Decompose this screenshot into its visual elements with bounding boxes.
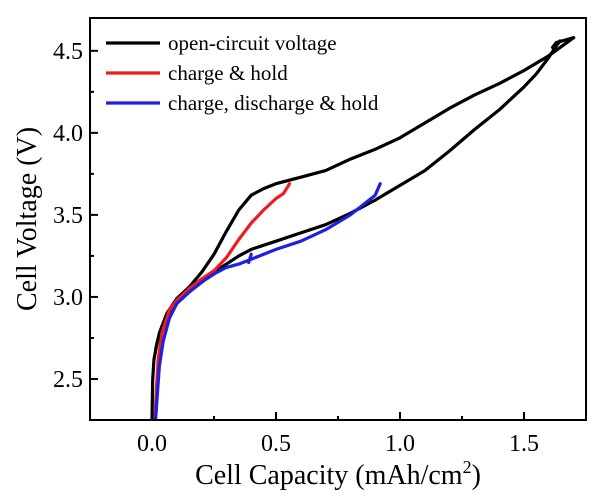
legend-label: open-circuit voltage [168,31,337,55]
x-axis-title: Cell Capacity (mAh/cm2) [195,457,481,491]
series-2 [153,182,292,420]
y-tick-label: 4.5 [53,39,83,65]
series-layer [150,36,576,420]
y-tick-label: 3.5 [53,203,83,229]
ticks-layer: 0.0 0.5 1.0 1.5 2.5 3.0 3.5 4.0 4.5 [53,39,587,457]
x-axis-title-superscript: 2 [463,457,472,477]
x-tick-label: 1.0 [385,431,415,457]
y-axis-title: Cell Voltage (V) [12,127,43,311]
series-3 [154,182,382,420]
series-3-line-2 [247,252,253,265]
y-tick-label: 2.5 [53,367,83,393]
legend-entry-1: open-circuit voltage [106,31,337,55]
legend-entry-2: charge & hold [106,61,288,85]
series-3-line-1 [154,182,382,420]
x-axis-title-main: Cell Capacity (mAh/cm [195,460,463,491]
legend-entry-3: charge, discharge & hold [106,91,379,115]
x-axis-title-end: ) [472,460,481,491]
legend-label: charge, discharge & hold [168,91,379,115]
legend: open-circuit voltage charge & hold charge,… [106,31,379,115]
series-2-line-1 [153,182,292,420]
y-tick-label: 4.0 [53,121,83,147]
y-tick-label: 3.0 [53,285,83,311]
legend-label: charge & hold [168,61,288,85]
x-tick-label: 0.0 [137,431,167,457]
x-tick-label: 1.5 [509,431,539,457]
x-tick-label: 0.5 [261,431,291,457]
